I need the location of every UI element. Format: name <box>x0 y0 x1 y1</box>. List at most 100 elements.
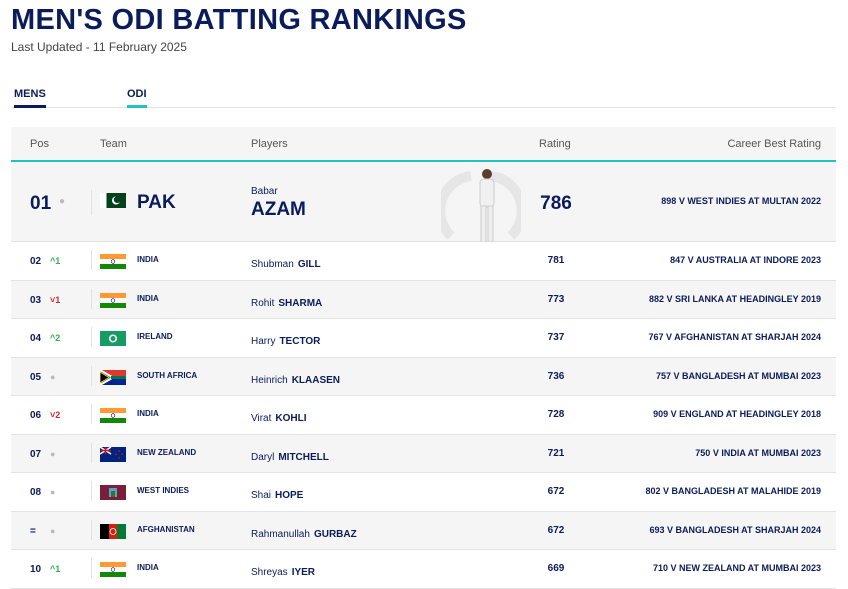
flag-india-icon <box>100 408 126 423</box>
tab-mens[interactable]: MENS <box>14 88 46 108</box>
team-name: NEW ZEALAND <box>137 447 197 457</box>
col-rating: Rating <box>539 138 571 150</box>
career-best: 693 V BANGLADESH AT SHARJAH 2024 <box>649 524 821 535</box>
player-last-name: KLAASEN <box>291 374 341 386</box>
rating: 736 <box>547 370 565 382</box>
player-name[interactable]: Virat KOHLI <box>251 413 307 424</box>
table-row[interactable]: 06 ˅2 INDIA Virat KOHLI 728 909 V ENGLAND … <box>11 396 836 435</box>
no-change-icon: ● <box>50 525 56 536</box>
tab-odi[interactable]: ODI <box>127 88 147 108</box>
rating: 737 <box>547 332 565 343</box>
table-row[interactable]: 03 ˅1 INDIA Rohit SHARMA 773 882 V SRI LAN… <box>11 280 836 319</box>
no-change-icon: ● <box>59 196 66 207</box>
divider <box>91 288 92 309</box>
player-first-name: Babar <box>251 186 278 197</box>
flag-afghanistan-icon <box>100 523 126 539</box>
position: 10 <box>30 564 42 575</box>
rank-change-up: ^2 <box>50 333 61 343</box>
career-best: 767 V AFGHANISTAN AT SHARJAH 2024 <box>648 332 821 342</box>
divider <box>91 442 92 463</box>
flag-india-icon <box>100 254 126 269</box>
team-name: IRELAND <box>137 332 173 341</box>
team-name: PAK <box>137 192 176 213</box>
rating: 672 <box>547 486 565 497</box>
flag-pakistan-icon <box>100 193 126 208</box>
divider <box>91 558 92 578</box>
flag-india-icon <box>100 562 126 577</box>
rating: 781 <box>547 255 565 266</box>
flag-south-africa-icon <box>100 369 126 385</box>
rank-change-down: ˅1 <box>50 294 61 305</box>
team-name: INDIA <box>137 255 159 264</box>
career-best: 757 V BANGLADESH AT MUMBAI 2023 <box>655 370 821 381</box>
col-pos: Pos <box>30 138 49 150</box>
position: 07 <box>30 448 42 460</box>
player-name[interactable]: Shai HOPE <box>251 490 303 501</box>
table-row[interactable]: 02 ^1 INDIA Shubman GILL 781 847 V AUSTRAL… <box>11 242 836 281</box>
rating: 728 <box>547 409 565 420</box>
divider <box>91 519 92 540</box>
player-first-name: Harry <box>251 336 276 347</box>
team-name: INDIA <box>137 293 159 303</box>
rating: 721 <box>547 447 565 459</box>
rating: 672 <box>547 524 565 536</box>
no-change-icon: ● <box>50 448 56 459</box>
divider <box>91 327 92 347</box>
position: = <box>30 525 36 537</box>
player-name[interactable]: Rohit SHARMA <box>251 298 322 309</box>
col-players: Players <box>251 138 288 150</box>
rank-change-up: ^1 <box>50 564 61 574</box>
player-name[interactable]: Shreyas IYER <box>251 567 315 578</box>
table-row[interactable]: 07 ● NEW ZEALAND Daryl MITCHELL 721 750 V … <box>11 434 836 473</box>
position: 06 <box>30 410 42 421</box>
team-name: WEST INDIES <box>137 486 190 495</box>
career-best: 909 V ENGLAND AT HEADINGLEY 2018 <box>653 409 821 419</box>
no-change-icon: ● <box>50 371 56 382</box>
table-row[interactable]: = ● AFGHANISTAN Rahmanullah GURBAZ 672 693… <box>11 511 836 550</box>
position: 01 <box>30 193 52 214</box>
team-name: AFGHANISTAN <box>137 524 195 534</box>
team-name: SOUTH AFRICA <box>137 370 198 380</box>
position: 04 <box>30 333 42 344</box>
position: 03 <box>30 294 42 306</box>
player-last-name: SHARMA <box>278 297 323 309</box>
player-first-name: Daryl <box>251 451 275 463</box>
player-name[interactable]: Rahmanullah GURBAZ <box>251 529 357 540</box>
table-row[interactable]: 05 ● SOUTH AFRICA Heinrich KLAASEN 736 757… <box>11 357 836 396</box>
player-name[interactable]: Heinrich KLAASEN <box>251 375 340 386</box>
career-best: 750 V INDIA AT MUMBAI 2023 <box>695 447 821 458</box>
rankings-table: Pos Team Players Rating Career Best Rati… <box>11 127 836 589</box>
player-name[interactable]: Daryl MITCHELL <box>251 452 329 463</box>
rating: 669 <box>547 563 565 574</box>
player-first-name: Heinrich <box>251 374 288 386</box>
divider <box>91 404 92 424</box>
table-header: Pos Team Players Rating Career Best Rati… <box>11 127 836 162</box>
rating: 773 <box>547 293 565 305</box>
col-best: Career Best Rating <box>727 138 821 150</box>
player-name[interactable]: Harry TECTOR <box>251 336 320 347</box>
player-last-name: TECTOR <box>279 336 321 347</box>
player-last-name: GURBAZ <box>313 528 357 540</box>
last-updated: Last Updated - 11 February 2025 <box>11 40 187 54</box>
player-last-name: IYER <box>291 567 316 578</box>
divider <box>91 250 92 270</box>
player-last-name: MITCHELL <box>278 451 329 463</box>
table-row[interactable]: 04 ^2 IRELAND Harry TECTOR 737 767 V AFGHA… <box>11 319 836 358</box>
team-name: INDIA <box>137 563 159 572</box>
player-photo <box>441 169 521 242</box>
career-best: 847 V AUSTRALIA AT INDORE 2023 <box>670 255 821 265</box>
table-row[interactable]: 08 ● WEST INDIES Shai HOPE 672 802 V BANGL… <box>11 473 836 512</box>
flag-ireland-icon <box>100 331 126 346</box>
col-team: Team <box>100 138 127 150</box>
player-last-name: GILL <box>297 259 321 270</box>
flag-india-icon <box>100 292 126 308</box>
player-name[interactable]: Shubman GILL <box>251 259 321 270</box>
table-row-leader[interactable]: 01 ● PAK Babar AZAM 786 898 V WEST INDIE… <box>11 162 836 242</box>
position: 05 <box>30 371 42 383</box>
player-last-name[interactable]: AZAM <box>251 199 306 220</box>
divider <box>91 481 92 501</box>
position: 02 <box>30 256 42 267</box>
player-first-name: Virat <box>251 413 272 424</box>
rating: 786 <box>540 193 572 214</box>
table-row[interactable]: 10 ^1 INDIA Shreyas IYER 669 710 V NEW ZEA… <box>11 550 836 589</box>
